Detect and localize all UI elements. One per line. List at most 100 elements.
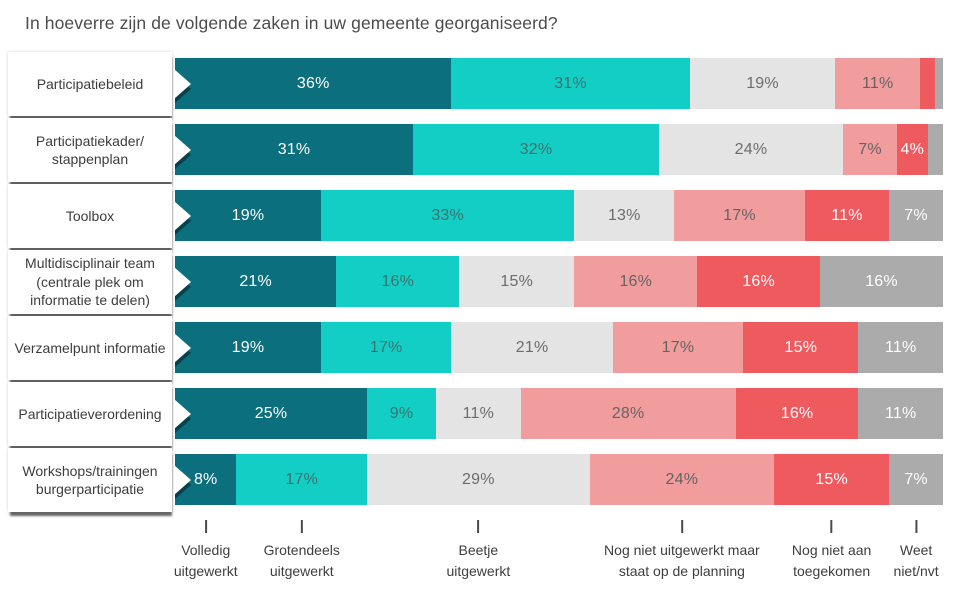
bar-segment: 16% [336, 256, 460, 307]
bar-segment-value: 7% [904, 206, 928, 224]
bar-segment: 15% [459, 256, 575, 307]
axis-tick-icon [830, 520, 833, 533]
bar-segment [935, 58, 943, 109]
bar-segment-value: 17% [661, 338, 695, 356]
row-label: Workshops/trainingen burgerparticipatie [22, 462, 158, 497]
bar-segment-value: 16% [742, 272, 775, 290]
bar-segment-value: 16% [780, 404, 814, 422]
chart-row: Workshops/trainingen burgerparticipatie 8… [8, 448, 943, 512]
row-label: Toolbox [65, 207, 115, 224]
chart-row: Participatiekader/ stappenplan 31% 32% 24% 7… [8, 118, 943, 182]
chart-row: Participatieverordening 25% 9% 11% 28% 16% 11% [8, 382, 943, 446]
legend-label: Beetje uitgewerkt [446, 542, 511, 579]
bar-segment-value: 15% [500, 272, 534, 290]
stacked-bar: 31% 32% 24% 7% 4% [174, 124, 943, 175]
bar-segment: 19% [175, 322, 321, 373]
label-arrow-icon [174, 266, 191, 297]
bar-segment: 21% [175, 256, 337, 307]
bar-segment: 33% [320, 190, 575, 241]
bar-segment: 13% [574, 190, 675, 241]
bar-segment: 17% [236, 454, 367, 505]
row-label-box: Verzamelpunt informatie [8, 316, 172, 380]
bar-segment: 31% [451, 58, 690, 109]
bar-segment-value: 7% [858, 140, 882, 158]
bar-segment: 29% [366, 454, 590, 505]
row-label: Participatiekader/ stappenplan [35, 132, 145, 167]
stacked-bar: 25% 9% 11% 28% 16% 11% [174, 388, 943, 439]
row-label: Participatieverordening [18, 405, 162, 422]
row-label: Participatiebeleid [36, 75, 144, 92]
bar-segment: 31% [175, 124, 414, 175]
bar-segment-value: 15% [815, 470, 848, 488]
row-label: Multidisciplinair team (centrale plek om… [25, 255, 155, 309]
bar-segment-value: 11% [462, 404, 495, 422]
bar-segment: 11% [835, 58, 920, 109]
bar-segment: 24% [658, 124, 844, 175]
stacked-bar: 36% 31% 19% 11% [174, 58, 943, 109]
bar-segment-value: 16% [865, 272, 898, 290]
bar-segment: 15% [743, 322, 859, 373]
bar-segment [919, 58, 936, 109]
bar-segment: 7% [889, 190, 943, 241]
bar-segment-value: 11% [885, 404, 917, 422]
row-label-box: Toolbox [8, 184, 172, 248]
legend-item: Volledig uitgewerkt [174, 520, 238, 582]
legend-item: Beetje uitgewerkt [446, 520, 510, 582]
label-arrow-icon [174, 134, 191, 165]
bar-segment-value: 21% [515, 338, 549, 356]
bar-segment: 11% [804, 190, 890, 241]
bar-segment: 11% [436, 388, 521, 439]
legend-item: Nog niet aan toegekomen [792, 520, 871, 582]
bar-segment-value: 24% [665, 470, 699, 488]
bar-segment-value: 17% [285, 470, 319, 488]
legend-item: Nog niet uitgewerkt maar staat op de pla… [604, 520, 760, 582]
bar-segment: 16% [697, 256, 821, 307]
bar-segment-value: 33% [431, 206, 464, 224]
bar-segment-value: 19% [746, 74, 779, 92]
stacked-bar: 19% 33% 13% 17% 11% 7% [174, 190, 943, 241]
bar-segment-value: 19% [231, 206, 265, 224]
legend-label: Nog niet aan toegekomen [791, 542, 872, 579]
bar-segment: 9% [367, 388, 437, 439]
label-arrow-icon [174, 200, 191, 231]
bar-segment: 24% [589, 454, 775, 505]
chart-page: In hoeverre zijn de volgende zaken in uw… [0, 13, 968, 614]
stacked-bar: 21% 16% 15% 16% 16% 16% [174, 256, 943, 307]
legend-item: Weet niet/nvt [894, 520, 939, 582]
bar-segment-value: 29% [462, 470, 495, 488]
bar-segment-value: 7% [904, 470, 928, 488]
label-arrow-icon [174, 464, 191, 495]
bar-segment: 16% [735, 388, 859, 439]
axis-tick-icon [204, 520, 207, 533]
row-label-box: Participatieverordening [8, 382, 172, 446]
bar-segment-value: 25% [254, 404, 288, 422]
bar-segment-value: 21% [239, 272, 272, 290]
bar-segment-value: 11% [884, 338, 917, 356]
bar-segment: 28% [520, 388, 736, 439]
legend-label: Weet niet/nvt [893, 542, 939, 579]
bar-segment-value: 16% [381, 272, 415, 290]
bar-segment: 17% [320, 322, 452, 373]
axis-tick-icon [680, 520, 683, 533]
chart-legend: Volledig uitgewerkt Grotendeels uitgewerk… [174, 520, 943, 598]
bar-segment-value: 31% [277, 140, 311, 158]
bar-segment: 19% [689, 58, 836, 109]
bar-segment-value: 24% [734, 140, 768, 158]
bar-segment: 15% [774, 454, 890, 505]
bar-segment-value: 31% [554, 74, 587, 92]
bar-segment-value: 19% [231, 338, 265, 356]
legend-label: Volledig uitgewerkt [173, 542, 238, 579]
bar-segment-value: 9% [389, 404, 414, 422]
bar-segment: 16% [820, 256, 943, 307]
legend-label: Grotendeels uitgewerkt [263, 542, 340, 579]
chart-row: Verzamelpunt informatie 19% 17% 21% 17% 15% 11… [8, 316, 943, 380]
bar-segment-value: 15% [784, 338, 818, 356]
bar-segment: 25% [175, 388, 367, 439]
label-arrow-icon [174, 398, 191, 429]
bar-segment: 7% [843, 124, 897, 175]
row-label-box: Participatiekader/ stappenplan [8, 118, 172, 182]
bar-segment: 17% [674, 190, 805, 241]
bar-segment-value: 32% [519, 140, 553, 158]
chart-rows: Participatiebeleid 36% 31% 19% 11% Participat… [0, 52, 968, 512]
legend-item: Grotendeels uitgewerkt [264, 520, 340, 582]
